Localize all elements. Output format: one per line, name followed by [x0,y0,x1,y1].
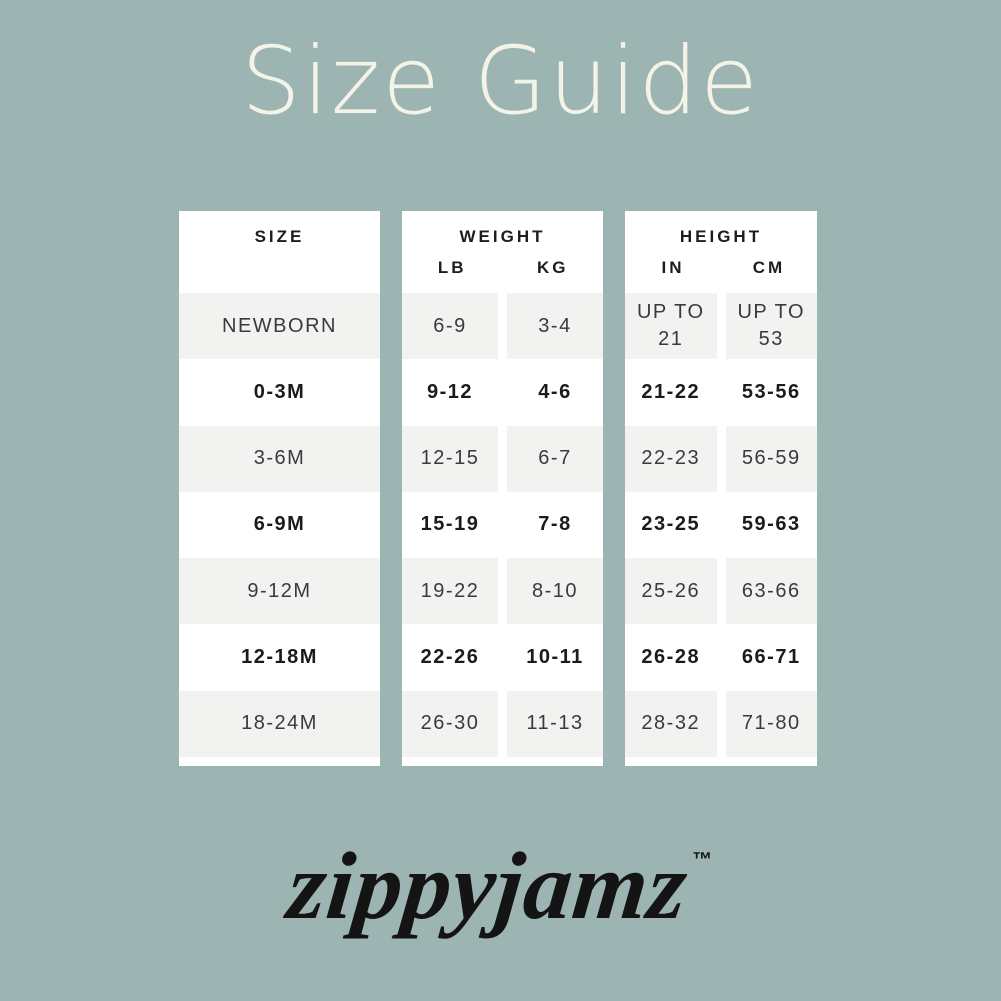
height-cm-cell: 56-59 [725,425,817,492]
size-row: NEWBORN [179,293,380,360]
height-cm-header: CM [752,258,786,277]
height-in-cell: UP TO 21 [625,293,717,360]
height-cm-cell: 71-80 [725,690,817,757]
height-row: 22-23 56-59 [625,425,817,492]
weight-lb-cell: 19-22 [402,558,498,625]
size-row: 3-6M [179,425,380,492]
size-row: 6-9M [253,513,306,536]
weight-panel: WEIGHT LB KG 6-9 3-4 9-12 4-6 12-15 6-7 [402,211,603,766]
weight-column-header: WEIGHT [459,227,546,246]
size-rows: NEWBORN 0-3M 3-6M 6-9M 9-12M 12-18M 18-2… [179,293,380,757]
weight-panel-header: WEIGHT LB KG [402,211,603,293]
height-in-cell: 22-23 [625,425,717,492]
weight-lb-cell: 12-15 [402,425,498,492]
height-cm-cell: 53-56 [741,380,801,403]
weight-kg-cell: 6-7 [507,425,603,492]
height-row: 25-26 63-66 [625,558,817,625]
height-panel-header: HEIGHT IN CM [625,211,817,293]
weight-kg-cell: 4-6 [538,380,572,403]
weight-row: 22-26 10-11 [402,624,603,690]
height-subheaders: IN CM [625,252,817,284]
height-in-cell: 23-25 [641,513,701,536]
height-cm-cell: 59-63 [741,513,801,536]
weight-row: 15-19 7-8 [402,492,603,558]
height-row: 23-25 59-63 [625,492,817,558]
weight-lb-cell: 9-12 [426,380,474,403]
weight-kg-cell: 8-10 [507,558,603,625]
brand-logo-text: zippyjamz [283,832,693,939]
weight-kg-cell: 11-13 [507,690,603,757]
weight-kg-cell: 7-8 [538,513,572,536]
height-row: 21-22 53-56 [625,359,817,425]
weight-subheaders: LB KG [402,252,603,284]
weight-lb-cell: 22-26 [420,646,480,669]
height-column-header: HEIGHT [679,227,763,246]
height-cm-cell: 66-71 [741,646,801,669]
weight-row: 9-12 4-6 [402,359,603,425]
height-cm-cell: UP TO 53 [725,293,817,360]
brand-logo: zippyjamz™ [0,832,1001,939]
weight-row: 12-15 6-7 [402,425,603,492]
weight-kg-cell: 3-4 [507,293,603,360]
height-panel: HEIGHT IN CM UP TO 21 UP TO 53 21-22 53-… [625,211,817,766]
weight-lb-header: LB [437,258,467,277]
weight-rows: 6-9 3-4 9-12 4-6 12-15 6-7 15-19 7-8 19-… [402,293,603,757]
height-in-cell: 21-22 [641,380,701,403]
weight-lb-cell: 26-30 [402,690,498,757]
weight-row: 19-22 8-10 [402,558,603,625]
size-row: 9-12M [179,558,380,625]
size-panel: SIZE NEWBORN 0-3M 3-6M 6-9M 9-12M 12-18M… [179,211,380,766]
height-in-header: IN [661,258,685,277]
height-row: 26-28 66-71 [625,624,817,690]
weight-lb-cell: 15-19 [420,513,480,536]
size-row: 12-18M [241,646,318,669]
height-in-cell: 25-26 [625,558,717,625]
size-row: 0-3M [253,380,306,403]
weight-kg-cell: 10-11 [526,646,584,669]
weight-lb-cell: 6-9 [402,293,498,360]
height-rows: UP TO 21 UP TO 53 21-22 53-56 22-23 56-5… [625,293,817,757]
weight-row: 26-30 11-13 [402,690,603,757]
height-in-cell: 28-32 [625,690,717,757]
height-cm-cell: 63-66 [725,558,817,625]
weight-kg-header: KG [537,258,569,277]
height-row: 28-32 71-80 [625,690,817,757]
size-panel-header: SIZE [179,211,380,293]
height-row: UP TO 21 UP TO 53 [625,293,817,360]
size-row: 18-24M [179,690,380,757]
height-in-cell: 26-28 [641,646,701,669]
size-column-header: SIZE [254,227,305,246]
trademark-symbol: ™ [692,849,713,871]
weight-row: 6-9 3-4 [402,293,603,360]
page-title: Size Guide [241,27,760,136]
